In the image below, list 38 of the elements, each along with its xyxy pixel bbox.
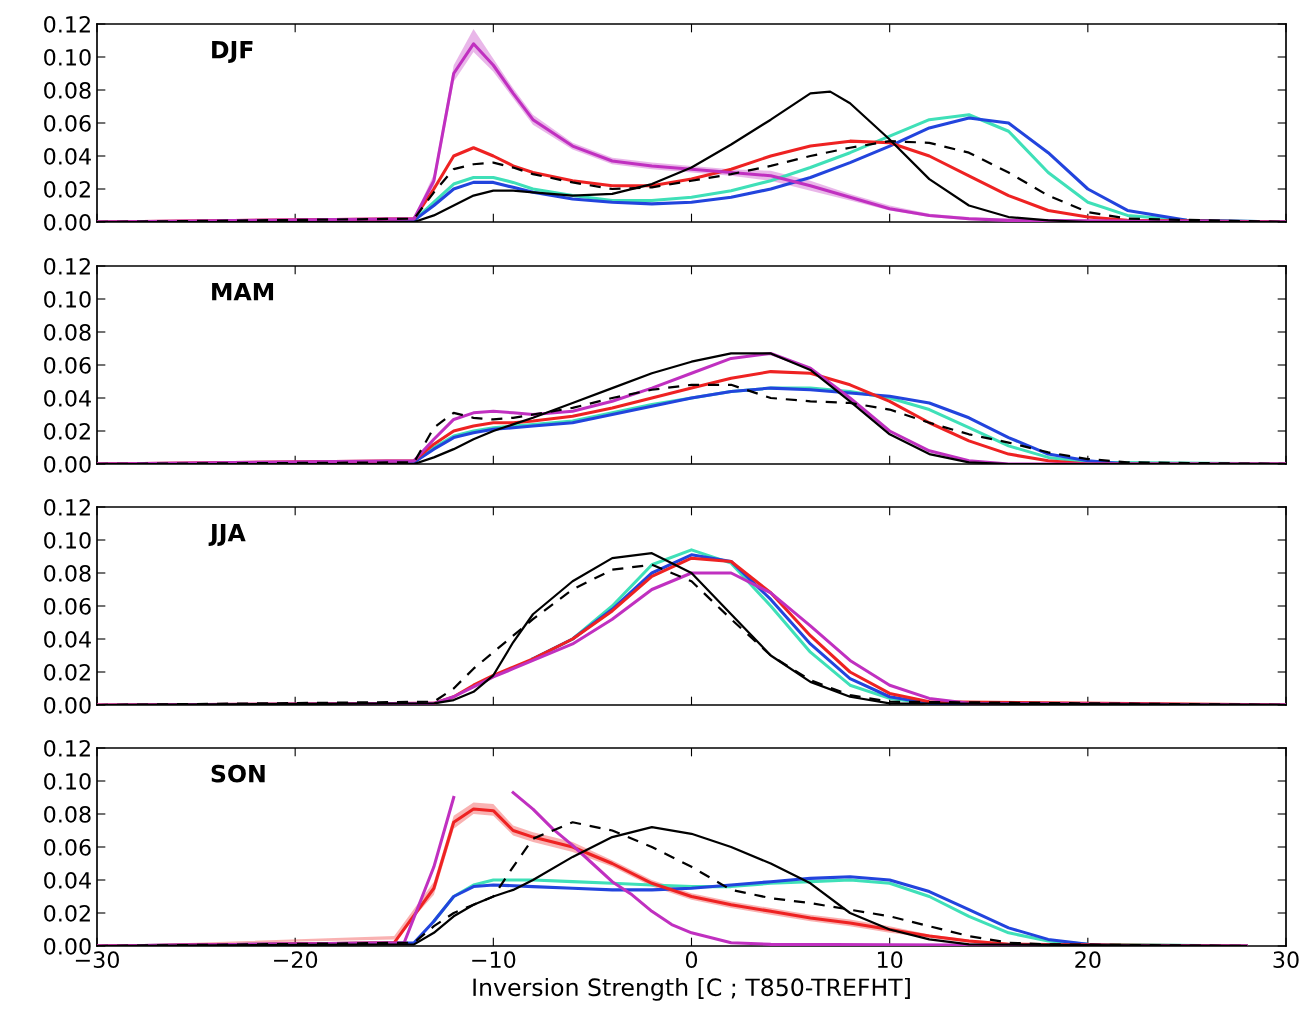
y-tick-label: 0.02 (44, 422, 90, 440)
y-tick-label: 0.06 (44, 838, 91, 856)
y-tick-label: 0.06 (44, 356, 91, 374)
y-tick-label: 0.04 (44, 147, 91, 165)
y-tick-label: 0.12 (44, 257, 90, 275)
y-tick-label: 0.08 (44, 81, 91, 99)
x-tick-label: 0 (685, 951, 698, 969)
text: DJF (212, 41, 253, 63)
y-tick-label: 0.12 (44, 15, 90, 33)
y-tick-label: 0.02 (44, 663, 90, 681)
y-tick-label: 0.00 (44, 455, 91, 473)
y-tick-label: 0.08 (44, 564, 91, 582)
x-tick-label: 20 (1075, 951, 1101, 969)
y-tick-label: 0.08 (44, 805, 91, 823)
y-tick-label: 0.06 (44, 114, 91, 132)
y-tick-label: 0.04 (44, 630, 91, 648)
y-tick-label: 0.04 (44, 871, 91, 889)
text: MAM (212, 283, 274, 301)
text: JJA (208, 524, 246, 546)
y-tick-label: 0.10 (44, 531, 91, 549)
x-tick-label: −20 (274, 951, 318, 969)
y-tick-label: 0.06 (44, 597, 91, 615)
text: SON (211, 764, 265, 783)
x-axis-title: Inversion Strength [C ; T850-TREFHT] (473, 977, 910, 1001)
x-tick-label: 10 (877, 951, 903, 969)
y-tick-label: 0.02 (44, 180, 90, 198)
y-tick-label: 0.12 (44, 498, 90, 516)
y-tick-label: 0.04 (44, 389, 91, 407)
y-tick-label: 0.00 (44, 696, 91, 714)
y-tick-label: 0.10 (44, 290, 91, 308)
y-tick-label: 0.08 (44, 323, 91, 341)
x-tick-label: −10 (472, 951, 516, 969)
x-tick-label: 30 (1273, 951, 1299, 969)
y-tick-label: 0.10 (44, 772, 91, 790)
y-tick-label: 0.10 (44, 48, 91, 66)
y-tick-label: 0.02 (44, 904, 90, 922)
y-tick-label: 0.00 (44, 213, 91, 231)
y-tick-label: 0.12 (44, 739, 90, 757)
